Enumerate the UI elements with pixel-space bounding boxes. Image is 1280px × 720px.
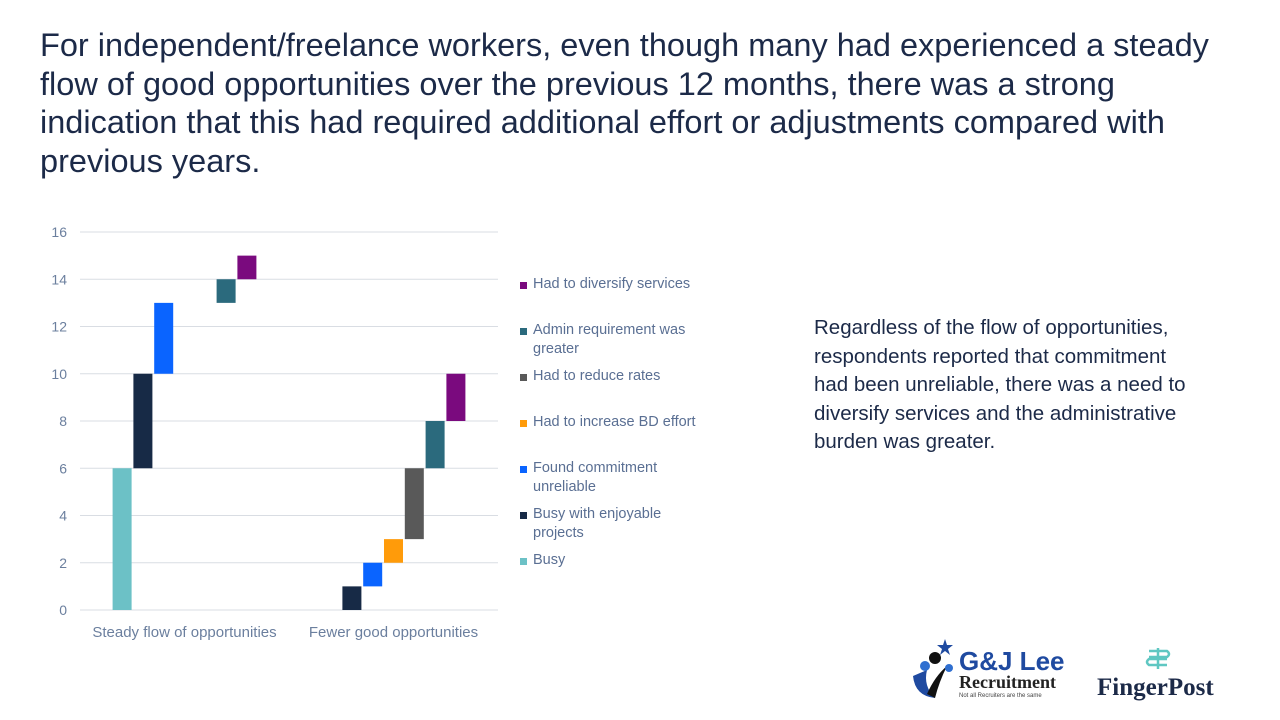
y-tick-label: 0	[59, 602, 67, 618]
legend-item: Found commitment unreliable	[520, 459, 713, 497]
legend-swatch	[520, 420, 527, 427]
x-tick-label: Fewer good opportunities	[309, 624, 478, 641]
bar-found-commitment-unreliable	[363, 562, 383, 587]
y-tick-label: 2	[59, 555, 67, 571]
slide-title: For independent/freelance workers, even …	[40, 27, 1209, 179]
bar-busy-with-enjoyable-projects	[342, 586, 362, 610]
legend-item: Had to diversify services	[520, 275, 733, 294]
bar-admin-requirement-was-greater	[425, 421, 445, 469]
legend-label: Had to reduce rates	[533, 368, 661, 384]
y-tick-label: 4	[59, 508, 67, 524]
y-tick-label: 8	[59, 413, 67, 429]
y-tick-label: 16	[51, 224, 67, 240]
legend-swatch	[520, 558, 527, 565]
side-commentary: Regardless of the flow of opportunities,…	[814, 316, 1186, 453]
chart: 0 2 4 6 8 10 12 14 16 Steady flow of opportunitie…	[51, 224, 498, 641]
svg-text:FingerPost: FingerPost	[1097, 674, 1214, 701]
legend-item: Busy	[520, 551, 733, 570]
svg-text:Not all Recruiters are the sam: Not all Recruiters are the same	[959, 693, 1042, 699]
fingerpost-logo: FingerPost	[1097, 648, 1214, 701]
bar-had-to-diversify-services	[446, 373, 466, 421]
x-tick-label: Steady flow of opportunities	[92, 624, 276, 641]
y-tick-label: 12	[51, 319, 67, 335]
legend-item: Busy with enjoyable projects	[520, 505, 713, 543]
bar-admin-requirement-was-greater	[216, 279, 236, 303]
legend-item: Admin requirement was greater	[520, 321, 713, 359]
legend-label: Busy	[533, 552, 566, 568]
legend-swatch	[520, 282, 527, 289]
bar-had-to-reduce-rates	[404, 468, 424, 540]
legend-label: Had to diversify services	[533, 276, 691, 292]
legend-label: Had to increase BD effort	[533, 414, 696, 430]
legend-swatch	[520, 512, 527, 519]
y-tick-label: 6	[59, 460, 67, 476]
legend-item: Had to increase BD effort	[520, 413, 733, 432]
bar-had-to-diversify-services	[237, 255, 257, 280]
legend-swatch	[520, 374, 527, 381]
gjlee-logo: G&J Lee Recruitment Not all Recruiters a…	[913, 639, 1065, 699]
legend-label: Found commitment unreliable	[533, 460, 658, 495]
bar-had-to-increase-bd-effort	[384, 539, 403, 563]
bar-busy	[112, 468, 132, 610]
legend-label: Admin requirement was greater	[533, 322, 686, 357]
bar-found-commitment-unreliable	[154, 302, 174, 374]
legend-swatch	[520, 328, 527, 335]
svg-text:Recruitment: Recruitment	[959, 672, 1056, 692]
legend-item: Had to reduce rates	[520, 367, 733, 386]
y-tick-label: 10	[51, 366, 67, 382]
svg-text:G&J Lee: G&J Lee	[959, 646, 1065, 676]
legend-label: Busy with enjoyable projects	[533, 506, 662, 541]
bar-busy-with-enjoyable-projects	[133, 373, 153, 469]
y-tick-label: 14	[51, 271, 67, 287]
legend-swatch	[520, 466, 527, 473]
